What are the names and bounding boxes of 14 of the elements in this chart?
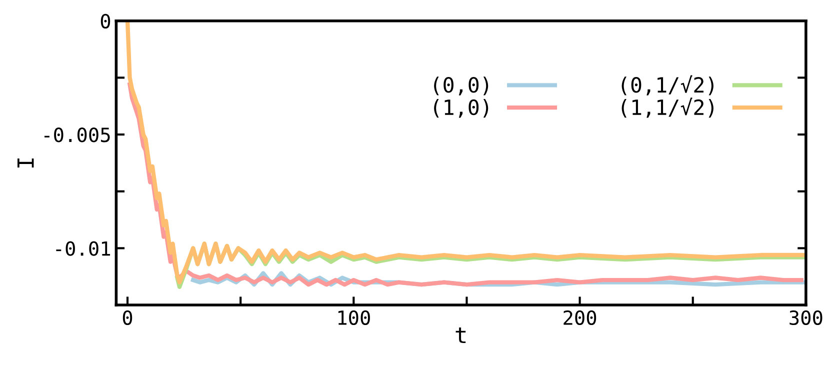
- x-tick-label: 100: [338, 310, 370, 326]
- legend-label: (1,1/√2): [622, 98, 714, 118]
- y-tick-label: 0: [100, 14, 110, 29]
- y-tick-label: -0.01: [56, 241, 110, 256]
- legend-label: (0,0): [434, 76, 488, 96]
- line-series: [125, 20, 806, 284]
- x-axis-title: t: [456, 327, 466, 344]
- x-tick-label: 200: [564, 310, 596, 326]
- y-axis-title: I: [18, 158, 34, 168]
- legend-label: (0,1/√2): [622, 75, 714, 96]
- x-tick-label: 0: [122, 310, 132, 326]
- y-tick-label: -0.005: [44, 128, 110, 142]
- legend-label: (1,0): [434, 99, 488, 118]
- x-tick-label: 300: [790, 310, 822, 326]
